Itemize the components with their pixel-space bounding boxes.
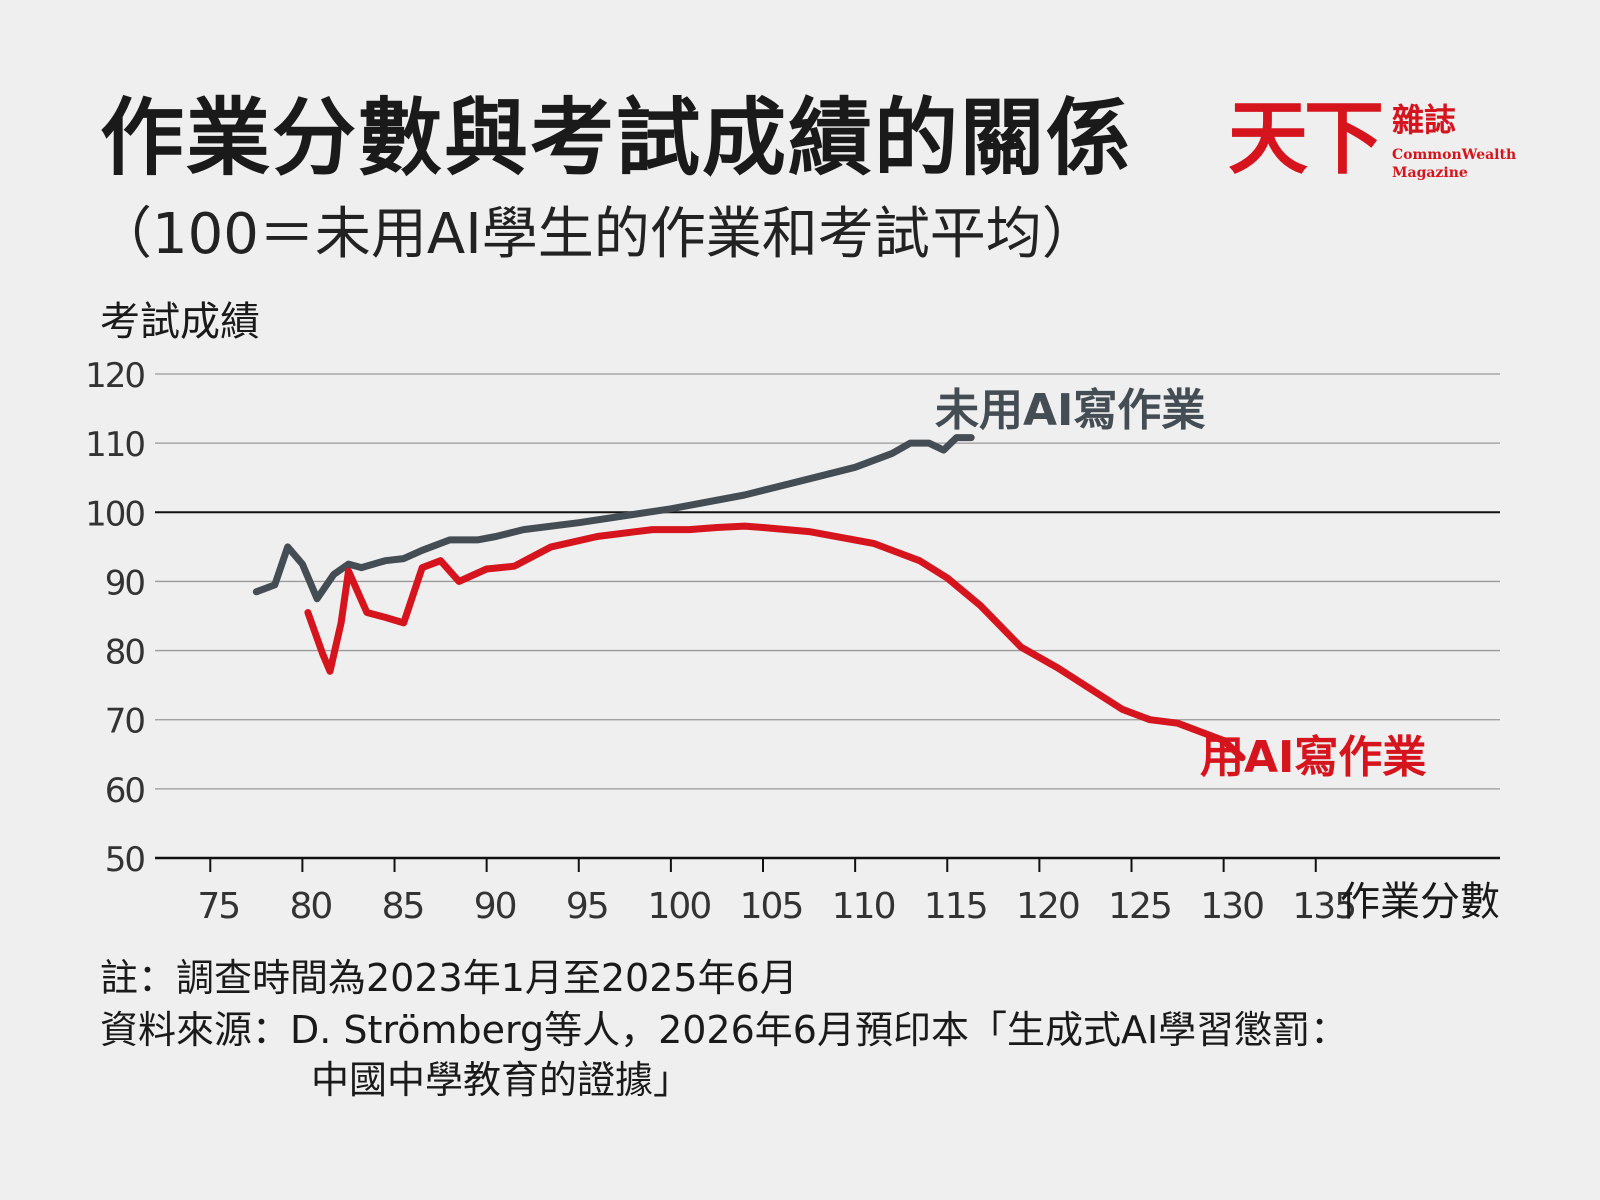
x-tick-label: 95 — [566, 886, 608, 927]
y-tick-label: 90 — [105, 563, 145, 603]
y-tick-label: 110 — [85, 425, 144, 465]
series-line-no-ai — [252, 434, 975, 603]
y-tick-label: 50 — [105, 840, 145, 880]
logo-en-line1: CommonWealth — [1392, 147, 1517, 163]
chart-title: 作業分數與考試成績的關係 — [100, 89, 1133, 187]
source-line-1: 資料來源：D. Strömberg等人，2026年6月預印本「生成式AI學習懲罰… — [100, 1008, 1349, 1052]
series-line-ai — [304, 522, 1246, 762]
series-label-no-ai: 未用AI寫作業 — [935, 385, 1205, 436]
x-tick-label: 105 — [740, 886, 803, 927]
footnote: 註：調查時間為2023年1月至2025年6月 — [100, 956, 798, 1000]
logo-en-line2: Magazine — [1392, 165, 1468, 181]
x-tick-label: 90 — [474, 886, 516, 927]
x-tick-label: 100 — [648, 886, 711, 927]
x-tick-label: 75 — [197, 886, 239, 927]
commonwealth-logo: 天下 雜誌 CommonWealth Magazine — [1228, 91, 1516, 198]
chart-subtitle: （100＝未用AI學生的作業和考試平均） — [96, 202, 1098, 267]
series-label-ai: 用AI寫作業 — [1200, 732, 1426, 783]
y-axis-label: 考試成績 — [100, 299, 260, 345]
y-tick-label: 70 — [105, 702, 145, 742]
x-tick-label: 125 — [1108, 886, 1171, 927]
x-tick-label: 80 — [289, 886, 331, 927]
x-tick-label: 110 — [832, 886, 895, 927]
y-tick-label: 100 — [85, 494, 144, 534]
y-tick-label: 80 — [105, 633, 145, 673]
source-line-2: 中國中學教育的證據」 — [311, 1058, 692, 1102]
x-tick-label: 85 — [382, 886, 424, 927]
x-tick-label: 130 — [1200, 886, 1263, 927]
x-tick-label: 115 — [924, 886, 987, 927]
x-tick-label: 120 — [1016, 886, 1079, 927]
x-tick-label: 135 — [1292, 886, 1355, 927]
logo-zh: 雜誌 — [1392, 101, 1457, 139]
logo-mark: 天下 — [1228, 91, 1384, 185]
y-tick-label: 60 — [105, 771, 145, 811]
x-axis-label: 作業分數 — [1340, 879, 1500, 925]
y-tick-label: 120 — [85, 356, 144, 396]
